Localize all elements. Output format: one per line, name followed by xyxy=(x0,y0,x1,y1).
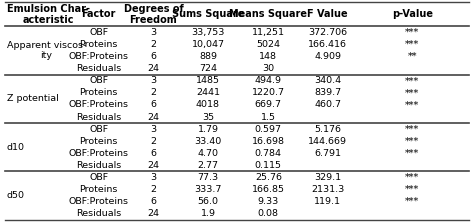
Text: 460.7: 460.7 xyxy=(314,101,341,109)
Text: 494.9: 494.9 xyxy=(255,76,282,85)
Text: 6: 6 xyxy=(150,52,156,61)
Text: ***: *** xyxy=(405,149,419,158)
Text: 24: 24 xyxy=(147,64,159,73)
Text: OBF: OBF xyxy=(89,76,109,85)
Text: 24: 24 xyxy=(147,113,159,121)
Text: 1220.7: 1220.7 xyxy=(252,88,285,97)
Text: 1.5: 1.5 xyxy=(261,113,276,121)
Text: ***: *** xyxy=(405,173,419,182)
Text: 30: 30 xyxy=(262,64,274,73)
Text: 5.176: 5.176 xyxy=(314,125,341,134)
Text: ***: *** xyxy=(405,40,419,49)
Text: ***: *** xyxy=(405,197,419,206)
Text: 2441: 2441 xyxy=(196,88,220,97)
Text: 889: 889 xyxy=(199,52,217,61)
Text: 3: 3 xyxy=(150,125,156,134)
Text: 3: 3 xyxy=(150,173,156,182)
Text: 144.669: 144.669 xyxy=(308,137,347,146)
Text: 0.784: 0.784 xyxy=(255,149,282,158)
Text: Proteins: Proteins xyxy=(80,88,118,97)
Text: 16.698: 16.698 xyxy=(252,137,285,146)
Text: 166.416: 166.416 xyxy=(308,40,347,49)
Text: 9.33: 9.33 xyxy=(258,197,279,206)
Text: Apparent viscos-
ity: Apparent viscos- ity xyxy=(7,41,86,60)
Text: OBF: OBF xyxy=(89,28,109,37)
Text: Residuals: Residuals xyxy=(76,209,121,218)
Text: 724: 724 xyxy=(199,64,217,73)
Text: ***: *** xyxy=(405,185,419,194)
Text: 340.4: 340.4 xyxy=(314,76,341,85)
Text: Means Square: Means Square xyxy=(229,9,307,19)
Text: 25.76: 25.76 xyxy=(255,173,282,182)
Text: 2: 2 xyxy=(150,137,156,146)
Text: F Value: F Value xyxy=(307,9,348,19)
Text: 1485: 1485 xyxy=(196,76,220,85)
Text: 0.597: 0.597 xyxy=(255,125,282,134)
Text: 2131.3: 2131.3 xyxy=(311,185,344,194)
Text: Proteins: Proteins xyxy=(80,185,118,194)
Text: OBF: OBF xyxy=(89,173,109,182)
Text: 10,047: 10,047 xyxy=(191,40,225,49)
Text: Sums Square: Sums Square xyxy=(172,9,244,19)
Text: ***: *** xyxy=(405,101,419,109)
Text: 2: 2 xyxy=(150,88,156,97)
Text: 6: 6 xyxy=(150,101,156,109)
Text: 24: 24 xyxy=(147,161,159,170)
Text: Proteins: Proteins xyxy=(80,40,118,49)
Text: Degrees of
Freedom: Degrees of Freedom xyxy=(124,4,183,25)
Text: ***: *** xyxy=(405,28,419,37)
Text: Emulsion Char-
acteristic: Emulsion Char- acteristic xyxy=(7,4,90,25)
Text: ***: *** xyxy=(405,125,419,134)
Text: 24: 24 xyxy=(147,209,159,218)
Text: OBF:Proteins: OBF:Proteins xyxy=(69,101,129,109)
Text: 2.77: 2.77 xyxy=(198,161,219,170)
Text: ***: *** xyxy=(405,88,419,97)
Text: 4018: 4018 xyxy=(196,101,220,109)
Text: 119.1: 119.1 xyxy=(314,197,341,206)
Text: Residuals: Residuals xyxy=(76,161,121,170)
Text: 0.115: 0.115 xyxy=(255,161,282,170)
Text: 0.08: 0.08 xyxy=(258,209,279,218)
Text: 4.909: 4.909 xyxy=(314,52,341,61)
Text: 839.7: 839.7 xyxy=(314,88,341,97)
Text: 11,251: 11,251 xyxy=(252,28,285,37)
Text: 33.40: 33.40 xyxy=(194,137,221,146)
Text: 2: 2 xyxy=(150,185,156,194)
Text: OBF:Proteins: OBF:Proteins xyxy=(69,52,129,61)
Text: 4.70: 4.70 xyxy=(198,149,219,158)
Text: 6: 6 xyxy=(150,149,156,158)
Text: ***: *** xyxy=(405,76,419,85)
Text: 3: 3 xyxy=(150,28,156,37)
Text: 6: 6 xyxy=(150,197,156,206)
Text: 148: 148 xyxy=(259,52,277,61)
Text: d50: d50 xyxy=(7,191,25,200)
Text: Residuals: Residuals xyxy=(76,64,121,73)
Text: 2: 2 xyxy=(150,40,156,49)
Text: 1.9: 1.9 xyxy=(201,209,216,218)
Text: 3: 3 xyxy=(150,76,156,85)
Text: 35: 35 xyxy=(202,113,214,121)
Text: 77.3: 77.3 xyxy=(197,173,219,182)
Text: 6.791: 6.791 xyxy=(314,149,341,158)
Text: 372.706: 372.706 xyxy=(308,28,347,37)
Text: 5024: 5024 xyxy=(256,40,280,49)
Text: Z potential: Z potential xyxy=(7,94,58,103)
Text: OBF:Proteins: OBF:Proteins xyxy=(69,149,129,158)
Text: OBF: OBF xyxy=(89,125,109,134)
Text: 1.79: 1.79 xyxy=(198,125,219,134)
Text: Residuals: Residuals xyxy=(76,113,121,121)
Text: Proteins: Proteins xyxy=(80,137,118,146)
Text: 333.7: 333.7 xyxy=(194,185,222,194)
Text: **: ** xyxy=(408,52,417,61)
Text: 166.85: 166.85 xyxy=(252,185,285,194)
Text: p-Value: p-Value xyxy=(392,9,433,19)
Text: 329.1: 329.1 xyxy=(314,173,341,182)
Text: 56.0: 56.0 xyxy=(198,197,219,206)
Text: 33,753: 33,753 xyxy=(191,28,225,37)
Text: d10: d10 xyxy=(7,143,25,152)
Text: OBF:Proteins: OBF:Proteins xyxy=(69,197,129,206)
Text: 669.7: 669.7 xyxy=(255,101,282,109)
Text: ***: *** xyxy=(405,137,419,146)
Text: Factor: Factor xyxy=(82,9,116,19)
